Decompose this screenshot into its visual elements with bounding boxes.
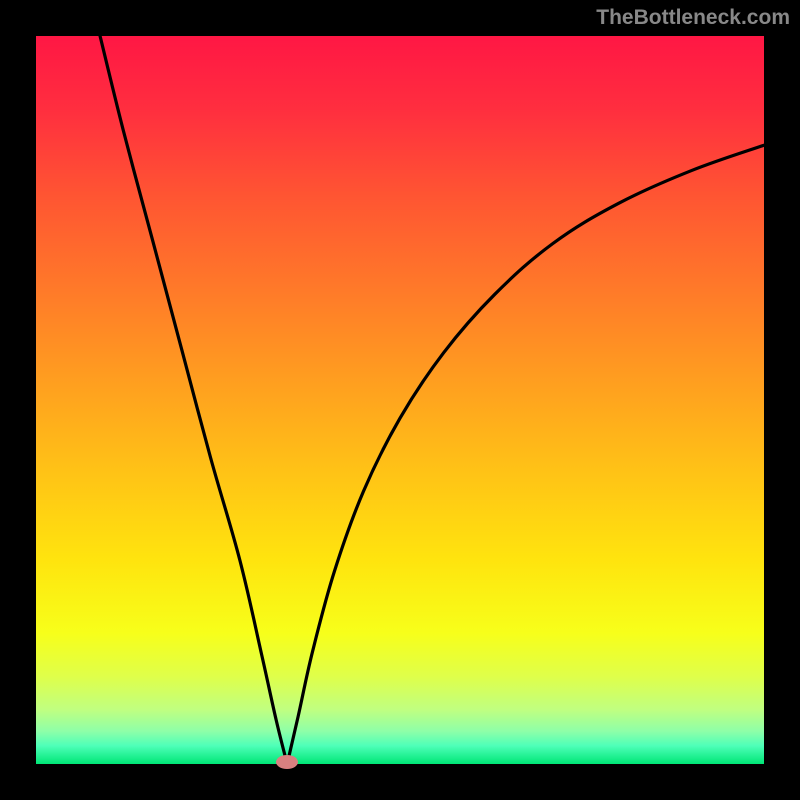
- watermark-text: TheBottleneck.com: [596, 6, 790, 30]
- plot-area: [36, 36, 764, 764]
- bottleneck-curve: [36, 36, 764, 764]
- minimum-marker: [276, 755, 298, 769]
